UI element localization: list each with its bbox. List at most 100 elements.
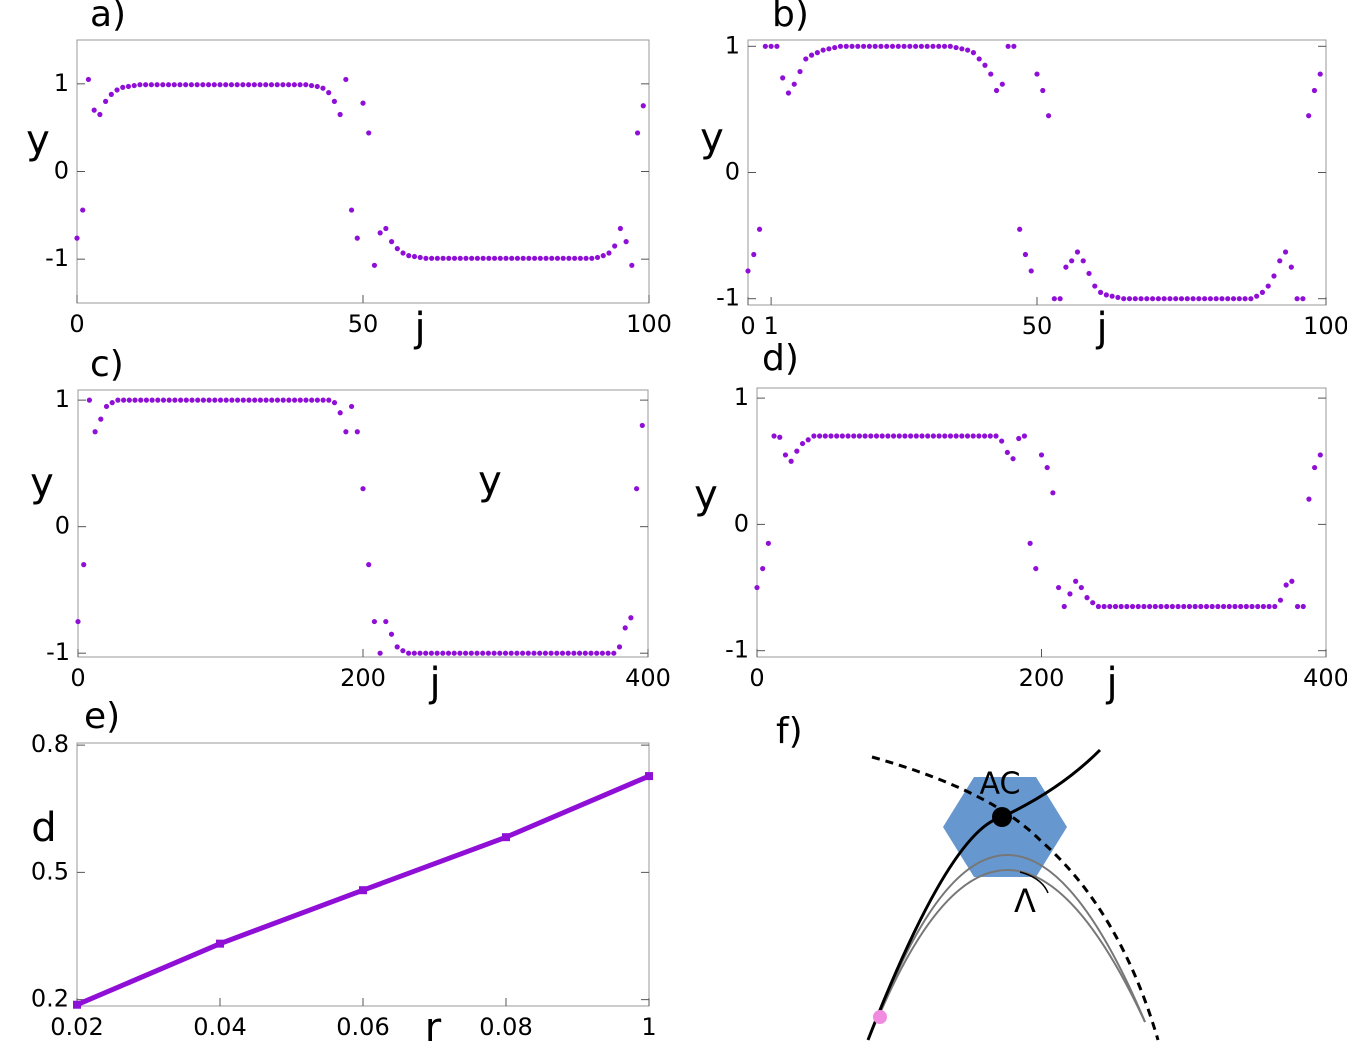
point	[86, 397, 92, 403]
point	[497, 650, 503, 656]
point	[211, 82, 217, 88]
point	[1186, 603, 1193, 610]
marker	[359, 886, 367, 895]
point	[165, 82, 172, 88]
point	[1236, 296, 1242, 302]
point	[371, 262, 378, 268]
point	[217, 82, 223, 88]
point	[474, 650, 480, 656]
point	[263, 82, 269, 88]
point	[1061, 603, 1067, 610]
point	[126, 397, 132, 403]
plot-frame	[77, 389, 649, 658]
point	[377, 650, 383, 656]
point	[1040, 87, 1046, 94]
point	[1011, 43, 1017, 49]
point	[1202, 296, 1208, 302]
point	[508, 650, 514, 656]
point	[429, 255, 435, 261]
point	[606, 250, 612, 256]
point	[417, 650, 423, 656]
point	[251, 82, 257, 88]
point	[808, 52, 815, 58]
point	[537, 255, 543, 261]
x-tick-label: 200	[340, 664, 386, 692]
point	[400, 648, 406, 654]
point	[486, 255, 492, 261]
point	[930, 433, 936, 439]
fixed-point	[992, 807, 1012, 827]
point	[406, 650, 412, 656]
point	[832, 44, 838, 51]
diagram: AC Λ f)	[776, 711, 1160, 1041]
x-tick-label: 200	[1019, 664, 1065, 692]
arrow	[1019, 871, 1049, 894]
y-axis-label: y	[26, 117, 50, 163]
point	[856, 433, 863, 439]
point	[1109, 293, 1115, 299]
x-tick-label: 400	[1303, 664, 1347, 692]
point	[291, 82, 297, 88]
point	[964, 433, 971, 439]
point	[308, 82, 315, 89]
point	[1121, 296, 1127, 302]
point	[326, 397, 332, 403]
point	[257, 397, 263, 403]
point	[866, 43, 872, 49]
point	[1184, 296, 1190, 302]
point	[1033, 565, 1039, 572]
point	[797, 68, 803, 75]
y-tick-label: -1	[725, 636, 749, 664]
point	[907, 43, 913, 49]
point	[919, 433, 925, 439]
point	[965, 47, 971, 53]
point	[366, 562, 372, 568]
point	[1288, 264, 1294, 270]
point	[628, 615, 634, 621]
point	[1294, 603, 1301, 610]
point	[785, 90, 792, 96]
blob	[873, 1010, 887, 1024]
point	[1207, 296, 1213, 302]
point	[896, 433, 902, 439]
point	[594, 254, 601, 261]
point	[1161, 296, 1167, 302]
y-tick-label: 0.2	[31, 985, 69, 1013]
point	[1220, 603, 1227, 610]
point	[423, 650, 429, 656]
point	[605, 650, 611, 656]
plot-frame	[747, 39, 1327, 306]
point	[246, 397, 252, 403]
point	[172, 397, 178, 403]
point	[1004, 449, 1010, 456]
point	[194, 82, 200, 88]
x-axis-label: j	[428, 660, 440, 706]
point	[1063, 264, 1069, 270]
point	[108, 91, 114, 97]
y-tick-label: -1	[716, 284, 740, 312]
point	[240, 82, 246, 88]
point	[959, 46, 965, 52]
point	[1069, 258, 1075, 264]
point	[200, 397, 206, 403]
panel-label: d)	[762, 338, 799, 379]
point	[1057, 296, 1063, 302]
point	[383, 225, 389, 232]
x-tick-label: 0	[740, 312, 755, 340]
point	[594, 650, 600, 656]
x-tick-label: 0.06	[336, 1013, 389, 1041]
point	[1213, 296, 1219, 302]
annotation: Λ	[1014, 882, 1036, 920]
point	[1155, 296, 1161, 302]
point	[1164, 603, 1170, 610]
point	[947, 433, 954, 439]
point	[1294, 296, 1300, 302]
point	[745, 268, 751, 274]
point	[292, 397, 298, 403]
point	[195, 397, 201, 403]
point	[1169, 603, 1175, 610]
point	[138, 397, 144, 403]
point	[1190, 296, 1196, 302]
point	[154, 82, 160, 88]
point	[559, 650, 566, 656]
